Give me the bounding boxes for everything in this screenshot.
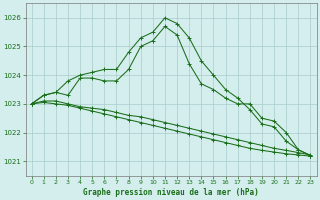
X-axis label: Graphe pression niveau de la mer (hPa): Graphe pression niveau de la mer (hPa) bbox=[83, 188, 259, 197]
